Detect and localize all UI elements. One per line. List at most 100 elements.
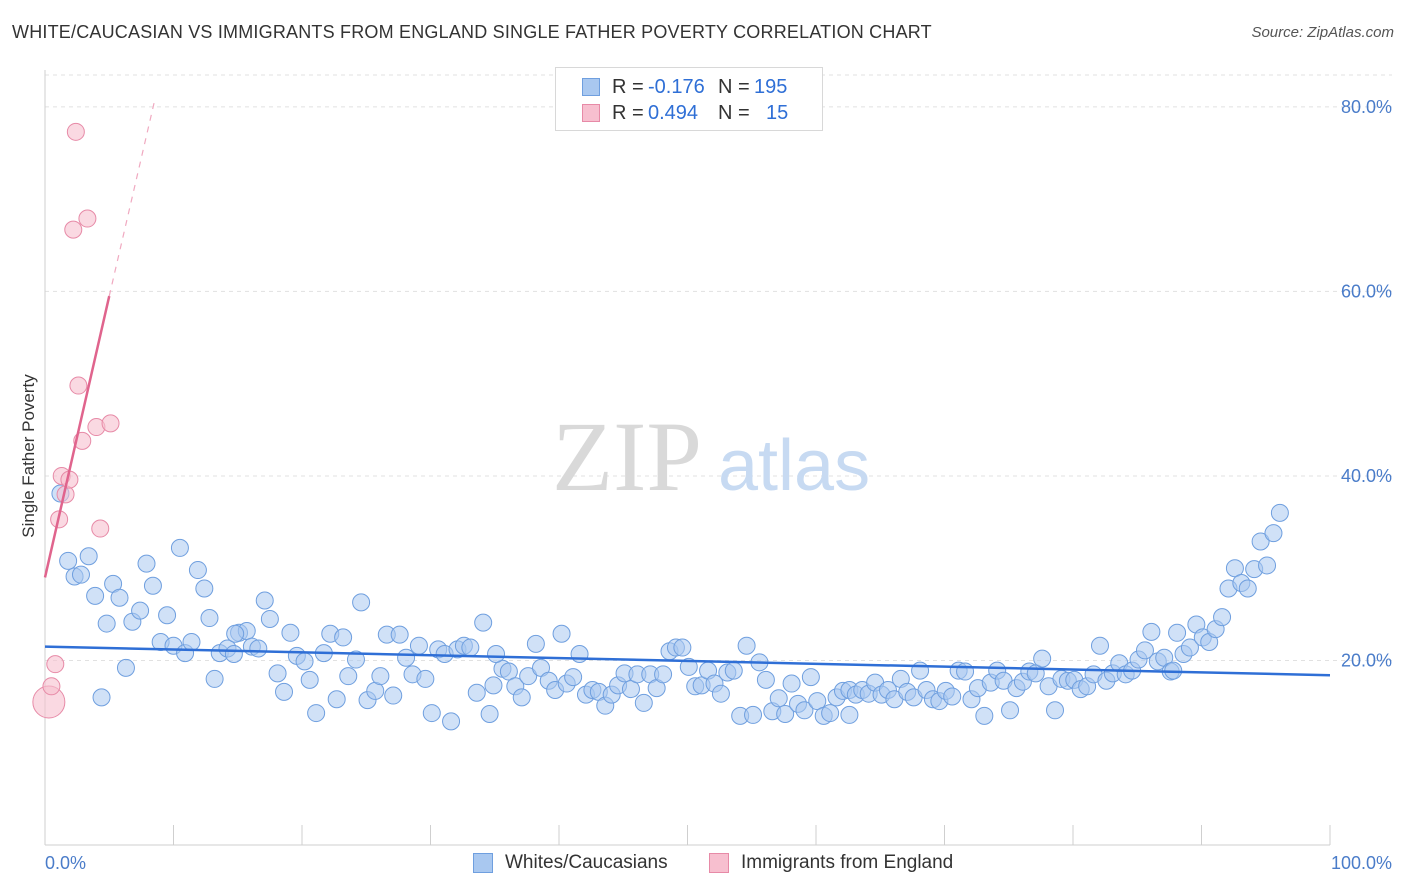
data-point-whites — [188, 561, 207, 580]
data-point-whites — [442, 712, 461, 731]
data-point-whites — [92, 688, 111, 707]
legend-n-value: 195 — [754, 75, 788, 98]
data-point-whites — [782, 674, 801, 693]
correlation-legend: R = -0.176 N = 195 R = 0.494 N = 15 — [555, 67, 823, 131]
data-point-whites — [86, 586, 105, 605]
data-point-whites — [943, 687, 962, 706]
data-point-whites — [260, 609, 279, 628]
data-point-whites — [1180, 638, 1199, 657]
data-point-whites — [519, 667, 538, 686]
legend-n-value: 15 — [766, 101, 789, 124]
y-tick-label: 60.0% — [1341, 281, 1392, 301]
data-point-whites — [110, 588, 129, 607]
data-point-whites — [737, 636, 756, 655]
data-point-whites — [327, 690, 346, 709]
data-point-whites — [1213, 608, 1232, 627]
data-point-whites — [409, 636, 428, 655]
data-point-whites — [275, 682, 294, 701]
legend-label-england: Immigrants from England — [741, 852, 954, 873]
data-point-whites — [654, 665, 673, 684]
data-point-whites — [339, 667, 358, 686]
data-point-whites — [564, 668, 583, 687]
data-point-whites — [1001, 701, 1020, 720]
data-point-whites — [195, 579, 214, 598]
data-point-whites — [756, 670, 775, 689]
y-axis-title: Single Father Poverty — [19, 374, 38, 538]
legend-swatch-whites — [582, 78, 600, 96]
data-point-whites — [249, 639, 268, 658]
legend-swatch-england — [709, 853, 729, 873]
data-point-whites — [422, 704, 441, 723]
tick-labels: 20.0% 40.0% 60.0% 80.0% 0.0% 100.0% — [45, 97, 1392, 873]
data-point-whites — [512, 688, 531, 707]
y-tick-label: 40.0% — [1341, 466, 1392, 486]
data-point-whites — [821, 704, 840, 723]
data-point-whites — [1033, 649, 1052, 668]
trend-line-england — [43, 295, 111, 578]
data-point-whites — [205, 669, 224, 688]
data-point-whites — [1270, 503, 1289, 522]
data-point-england — [78, 209, 97, 228]
data-point-whites — [295, 652, 314, 671]
grid-lines — [45, 74, 1392, 661]
data-point-whites — [1168, 623, 1187, 642]
y-tick-label: 80.0% — [1341, 97, 1392, 117]
data-point-whites — [467, 683, 486, 702]
data-point-whites — [371, 667, 390, 686]
legend-r-label: R = — [612, 101, 644, 124]
data-point-whites — [1046, 701, 1065, 720]
data-point-whites — [795, 701, 814, 720]
data-point-england — [42, 677, 61, 696]
legend-r-value: -0.176 — [648, 75, 705, 98]
legend-r-label: R = — [612, 75, 644, 98]
x-tick-label: 100.0% — [1331, 853, 1392, 873]
data-point-whites — [143, 576, 162, 595]
data-point-whites — [79, 547, 98, 566]
legend-item-england[interactable]: Immigrants from England — [709, 852, 953, 874]
data-point-whites — [300, 670, 319, 689]
chart-title: WHITE/CAUCASIAN VS IMMIGRANTS FROM ENGLA… — [12, 22, 932, 42]
legend-swatch-whites — [473, 853, 493, 873]
data-point-whites — [1135, 641, 1154, 660]
data-point-whites — [679, 657, 698, 676]
data-point-whites — [570, 645, 589, 664]
legend-n-label: N = — [718, 75, 750, 98]
series-immigrants-from-england — [32, 122, 120, 719]
data-point-whites — [840, 705, 859, 724]
data-point-whites — [776, 704, 795, 723]
data-point-whites — [59, 551, 78, 570]
data-point-whites — [416, 669, 435, 688]
data-point-whites — [487, 645, 506, 664]
data-point-whites — [71, 565, 90, 584]
legend-swatch-england — [582, 104, 600, 122]
data-point-whites — [131, 601, 150, 620]
data-point-whites — [1258, 556, 1277, 575]
data-point-whites — [673, 638, 692, 657]
y-tick-label: 20.0% — [1341, 650, 1392, 670]
data-point-whites — [1090, 636, 1109, 655]
data-point-whites — [384, 686, 403, 705]
legend-r-value: 0.494 — [648, 101, 699, 124]
data-point-england — [69, 376, 88, 395]
trend-lines — [43, 102, 1331, 677]
source-label: Source: ZipAtlas.com — [1251, 24, 1394, 41]
legend-item-whites[interactable]: Whites/Caucasians — [473, 852, 668, 874]
data-point-england — [101, 414, 120, 433]
data-point-whites — [1251, 532, 1270, 551]
x-tick-label: 0.0% — [45, 853, 86, 873]
watermark: ZIP atlas — [552, 401, 870, 512]
series-whites-caucasians — [51, 484, 1289, 731]
data-point-england — [66, 122, 85, 141]
data-point-whites — [226, 624, 245, 643]
legend-n-label: N = — [718, 101, 750, 124]
legend-label-whites: Whites/Caucasians — [505, 852, 668, 873]
data-point-england — [46, 655, 65, 674]
data-point-whites — [711, 684, 730, 703]
data-point-whites — [956, 662, 975, 681]
data-point-whites — [634, 693, 653, 712]
watermark-atlas: atlas — [718, 426, 870, 506]
data-point-whites — [158, 606, 177, 625]
data-point-whites — [268, 664, 287, 683]
data-point-whites — [975, 706, 994, 725]
